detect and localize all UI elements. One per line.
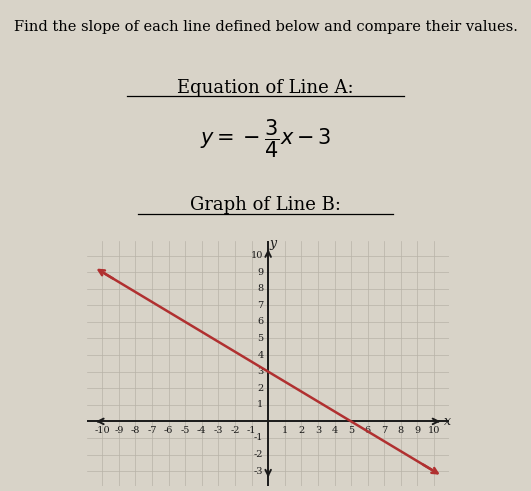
Text: 10: 10 (251, 251, 263, 260)
Text: 1: 1 (257, 400, 263, 409)
Text: -2: -2 (254, 450, 263, 459)
Text: -7: -7 (147, 426, 157, 435)
Text: 3: 3 (315, 426, 321, 435)
Text: 7: 7 (257, 301, 263, 310)
Text: -4: -4 (197, 426, 207, 435)
Text: -2: -2 (230, 426, 239, 435)
Text: Equation of Line A:: Equation of Line A: (177, 79, 354, 97)
Text: 8: 8 (398, 426, 404, 435)
Text: 4: 4 (331, 426, 338, 435)
Text: 4: 4 (257, 351, 263, 359)
Text: -6: -6 (164, 426, 173, 435)
Text: 7: 7 (381, 426, 388, 435)
Text: $y = -\dfrac{3}{4}x - 3$: $y = -\dfrac{3}{4}x - 3$ (200, 118, 331, 161)
Text: 10: 10 (428, 426, 440, 435)
Text: 6: 6 (365, 426, 371, 435)
Text: -5: -5 (181, 426, 190, 435)
Text: 9: 9 (258, 268, 263, 276)
Text: 5: 5 (258, 334, 263, 343)
Text: 8: 8 (258, 284, 263, 293)
Text: x: x (444, 415, 451, 428)
Text: -1: -1 (247, 426, 256, 435)
Text: 2: 2 (298, 426, 304, 435)
Text: 5: 5 (348, 426, 354, 435)
Text: -1: -1 (254, 434, 263, 442)
Text: 9: 9 (414, 426, 421, 435)
Text: 3: 3 (257, 367, 263, 376)
Text: -3: -3 (213, 426, 223, 435)
Text: Graph of Line B:: Graph of Line B: (190, 196, 341, 215)
Text: 1: 1 (281, 426, 288, 435)
Text: -10: -10 (95, 426, 110, 435)
Text: y: y (269, 238, 276, 250)
Text: Find the slope of each line defined below and compare their values.: Find the slope of each line defined belo… (14, 20, 517, 34)
Text: 6: 6 (258, 317, 263, 327)
Text: -3: -3 (254, 466, 263, 476)
Text: -8: -8 (131, 426, 140, 435)
Text: 2: 2 (257, 384, 263, 393)
Text: -9: -9 (114, 426, 124, 435)
